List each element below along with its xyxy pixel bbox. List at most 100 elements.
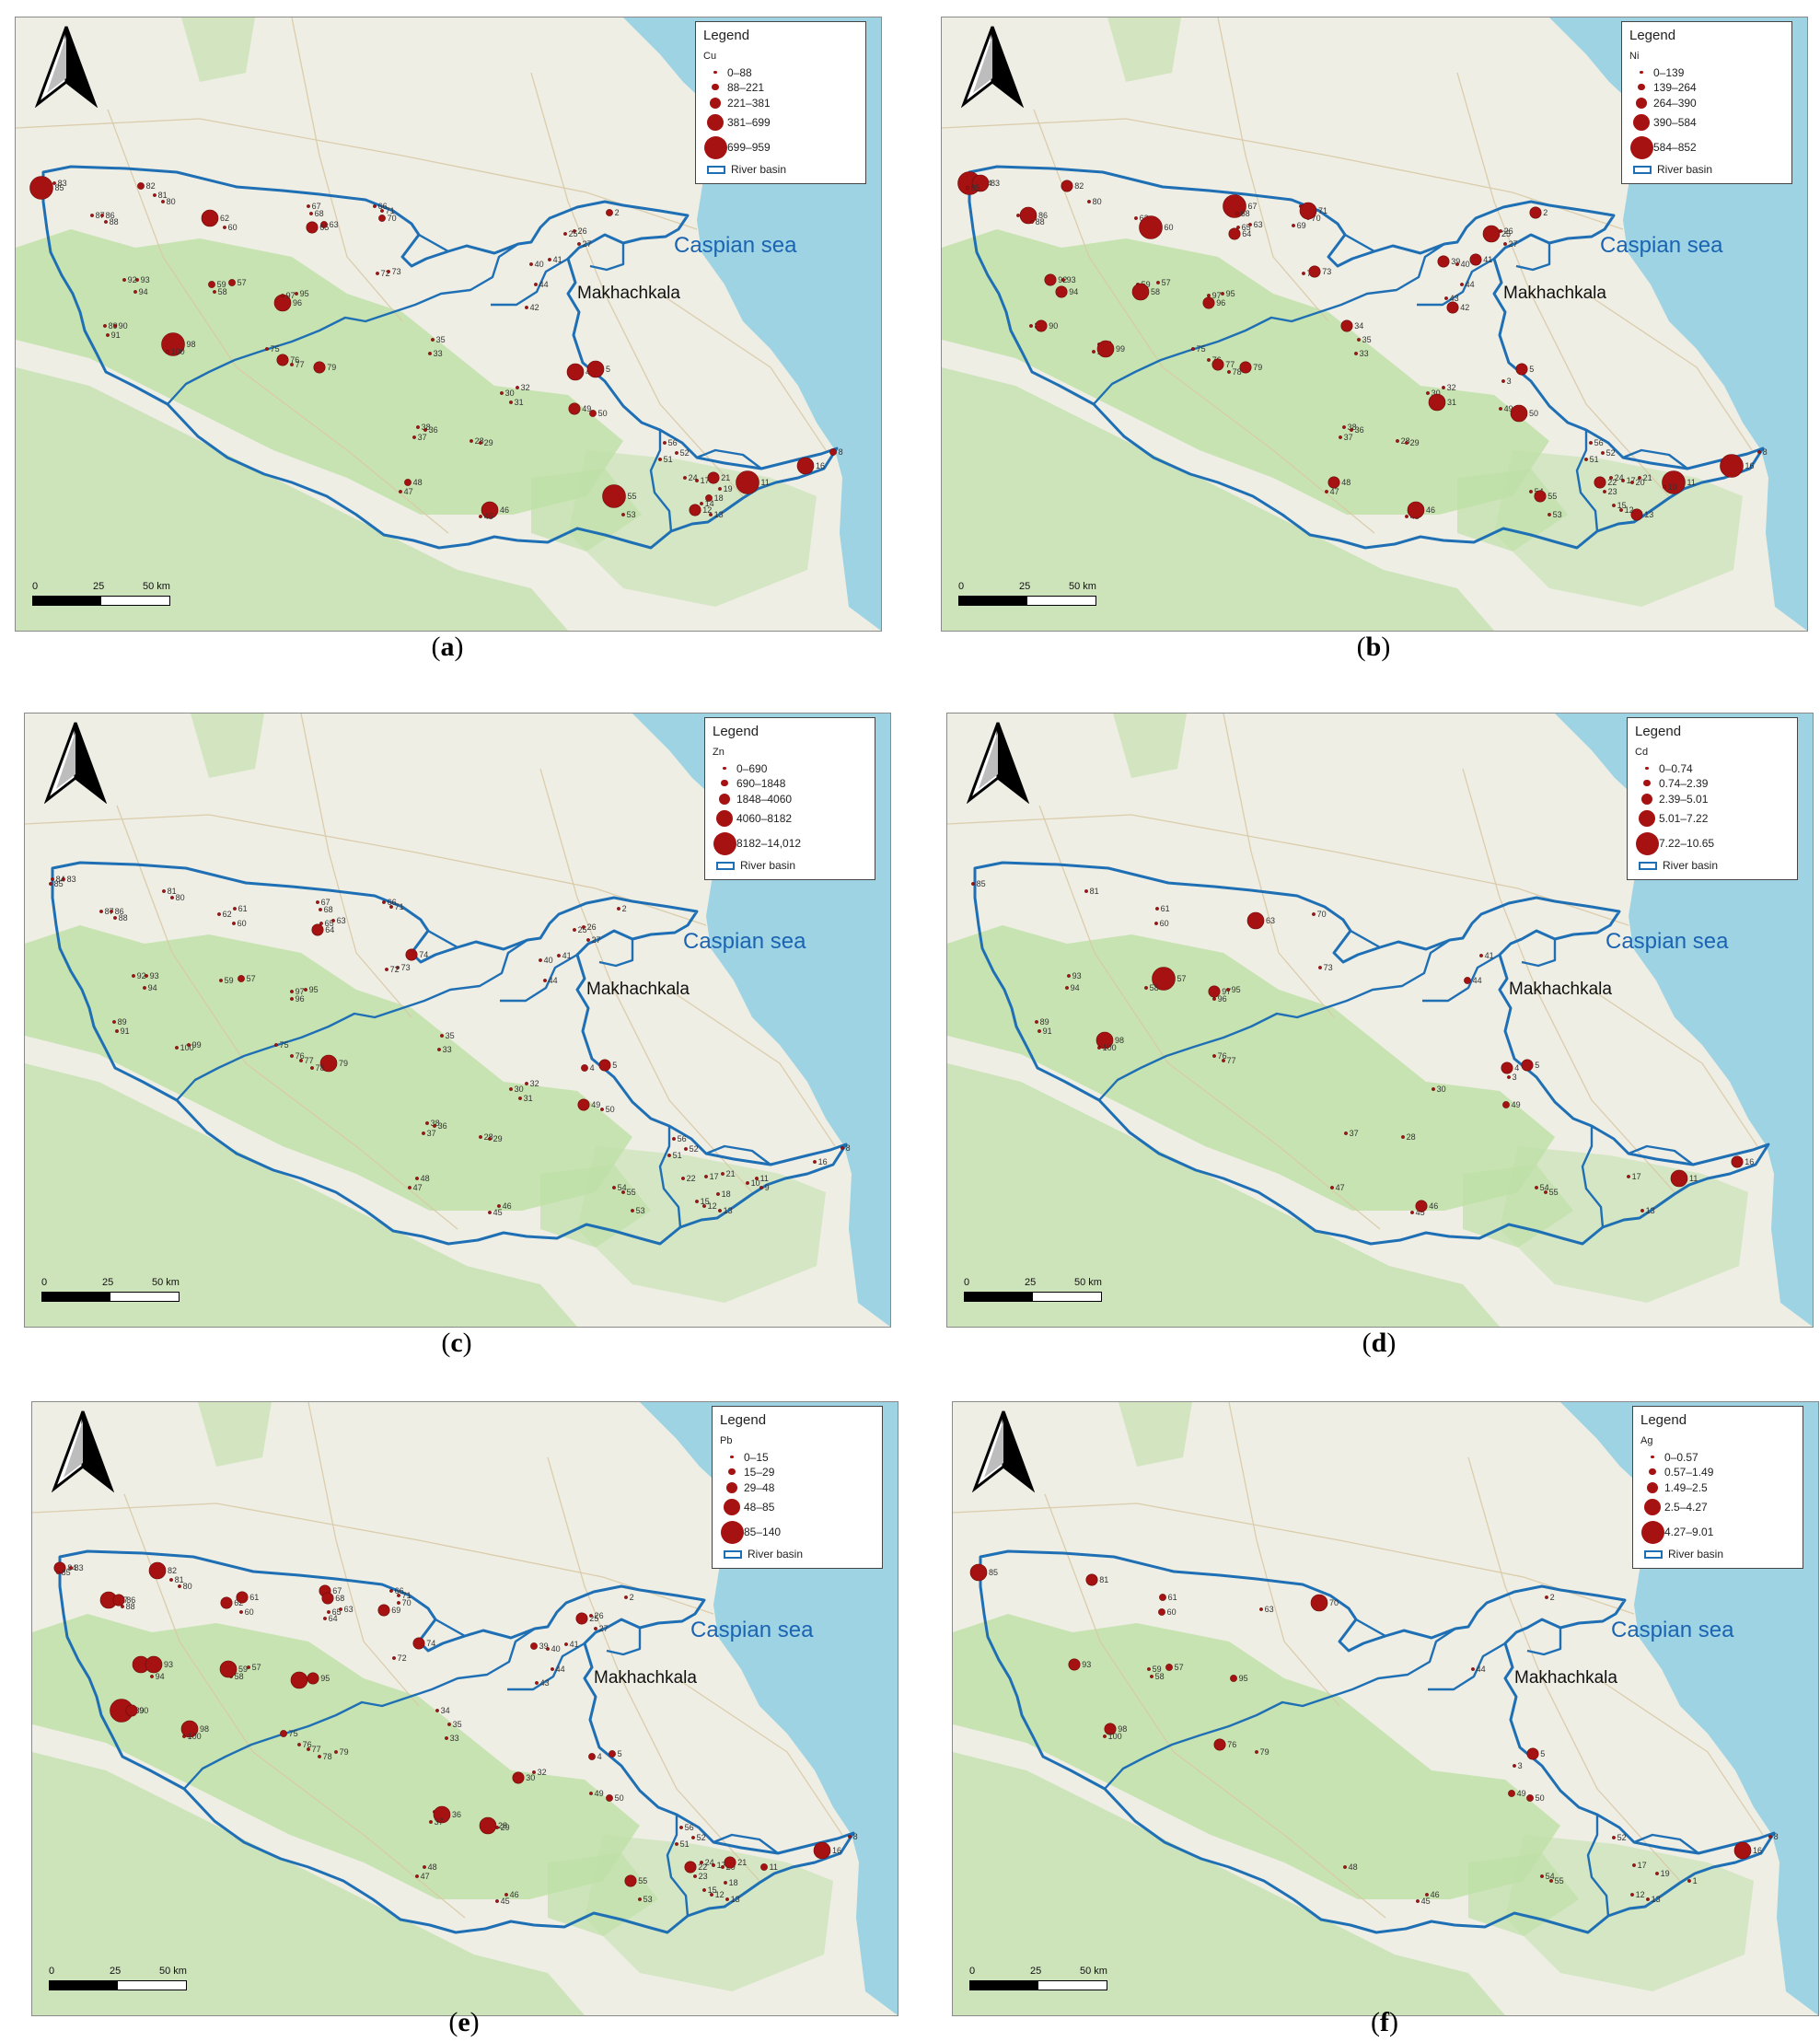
caption-f: (f) (1371, 2007, 1398, 2037)
legend-basin-symbol (724, 1549, 742, 1559)
sample-point-45 (1405, 515, 1408, 518)
sample-point-61 (1159, 1594, 1166, 1601)
city-label: Makhachkala (586, 980, 690, 999)
site-label-5: 5 (1540, 1749, 1545, 1758)
site-label-47: 47 (1336, 1183, 1345, 1192)
sample-point-32 (516, 386, 519, 389)
site-label-17: 17 (717, 1861, 726, 1870)
legend-class-label: 85–140 (744, 1526, 782, 1539)
sample-point-48 (404, 479, 412, 486)
site-label-70: 70 (402, 1598, 412, 1607)
legend-class-row: 0.74–2.39 (1635, 776, 1790, 790)
site-label-59: 59 (217, 280, 226, 289)
sample-point-27 (1503, 242, 1507, 246)
sample-point-31 (1428, 393, 1446, 412)
legend-basin-row: River basin (720, 1547, 875, 1561)
site-label-85: 85 (989, 1568, 998, 1577)
site-label-73: 73 (401, 963, 411, 972)
sample-point-36 (423, 428, 427, 432)
legend-class-row: 1.49–2.5 (1640, 1479, 1795, 1495)
legend-class-label: 48–85 (744, 1500, 775, 1514)
sample-point-22 (1594, 476, 1606, 489)
scale-label-zero: 0 (49, 1966, 55, 1977)
sample-point-13 (725, 1897, 729, 1901)
site-label-15: 15 (701, 1197, 710, 1206)
caption-a: (a) (431, 632, 464, 662)
sample-point-95 (1221, 292, 1224, 296)
sample-point-53 (638, 1897, 642, 1901)
site-label-65: 65 (325, 919, 334, 928)
legend-class-label: 5.01–7.22 (1659, 811, 1709, 825)
site-label-52: 52 (690, 1144, 699, 1154)
site-label-29: 29 (501, 1823, 510, 1832)
sample-point-59 (1147, 1667, 1151, 1671)
site-label-38: 38 (422, 423, 431, 432)
site-label-76: 76 (290, 355, 299, 365)
site-label-100: 100 (180, 1043, 194, 1052)
scale-label-mid: 25 (1025, 1277, 1037, 1288)
sub-basin-boundaries (1098, 929, 1694, 1228)
site-label-61: 61 (1168, 1593, 1177, 1602)
sample-point-49 (1502, 1101, 1510, 1108)
site-label-75: 75 (289, 1729, 298, 1738)
site-label-76: 76 (1227, 1740, 1236, 1749)
site-label-56: 56 (1594, 438, 1604, 447)
site-label-86: 86 (1038, 211, 1048, 220)
sample-point-60 (223, 226, 226, 229)
site-label-94: 94 (1069, 287, 1078, 296)
site-label-90: 90 (1049, 321, 1058, 331)
legend-class-row: 4060–8182 (713, 807, 867, 829)
sample-point-25 (1482, 225, 1501, 243)
site-label-50: 50 (1536, 1793, 1545, 1803)
sample-point-21 (721, 1172, 725, 1176)
sample-point-8 (840, 1146, 844, 1150)
sample-point-46 (497, 1204, 501, 1208)
sample-point-16 (1720, 454, 1744, 478)
sample-point-35 (447, 1723, 451, 1726)
site-label-47: 47 (1330, 487, 1339, 496)
site-label-17: 17 (710, 1172, 719, 1181)
site-label-45: 45 (1421, 1897, 1431, 1906)
sample-point-5 (586, 360, 605, 378)
site-label-36: 36 (438, 1121, 447, 1131)
sample-point-28 (1396, 439, 1399, 443)
legend-symbol (1640, 1520, 1664, 1544)
site-label-73: 73 (1322, 267, 1331, 276)
sample-point-4 (566, 363, 585, 381)
sample-point-37 (1339, 435, 1342, 439)
sample-point-5 (1521, 1059, 1534, 1072)
site-label-1: 1 (1693, 1876, 1698, 1885)
site-label-78: 78 (316, 1063, 325, 1073)
site-label-36: 36 (429, 425, 438, 435)
site-label-2: 2 (622, 904, 627, 913)
site-label-25: 25 (578, 925, 587, 934)
legend-symbol (718, 793, 731, 805)
sample-point-10 (1663, 485, 1666, 489)
legend-class-row: 0–690 (713, 761, 867, 775)
legend-basin-row: River basin (713, 858, 867, 873)
sample-point-35 (1357, 338, 1361, 342)
site-label-28: 28 (484, 1132, 493, 1142)
site-label-22: 22 (1607, 478, 1617, 487)
site-label-90: 90 (119, 321, 128, 331)
sample-point-48 (1343, 1865, 1347, 1869)
sample-point-21 (707, 471, 720, 484)
sample-point-8 (1757, 450, 1761, 454)
scale-label-end: 50 km (159, 1966, 187, 1977)
site-label-57: 57 (1162, 278, 1171, 287)
site-label-13: 13 (1652, 1895, 1661, 1904)
site-label-12: 12 (702, 505, 712, 515)
sample-point-11 (760, 1863, 768, 1871)
site-label-95: 95 (1239, 1674, 1248, 1683)
site-label-70: 70 (1317, 910, 1327, 919)
sample-point-2 (1529, 206, 1542, 219)
site-label-28: 28 (1407, 1132, 1416, 1142)
site-label-33: 33 (434, 349, 443, 358)
site-label-54: 54 (1546, 1872, 1555, 1881)
sample-point-16 (813, 1160, 817, 1164)
legend-symbol (712, 83, 719, 91)
site-label-52: 52 (697, 1833, 706, 1842)
sample-point-93 (135, 278, 139, 282)
site-label-33: 33 (443, 1045, 452, 1054)
